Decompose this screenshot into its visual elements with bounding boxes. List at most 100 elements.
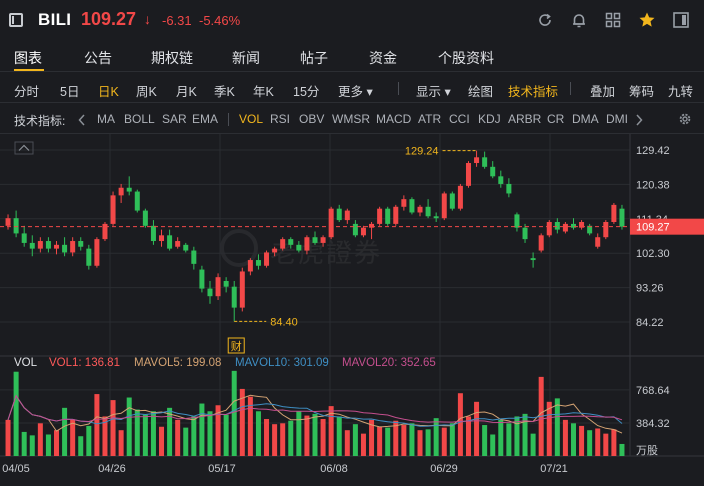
period-weekly[interactable]: 周K	[136, 85, 157, 99]
tab-news[interactable]: 新闻	[232, 50, 260, 66]
period-daily[interactable]: 日K	[98, 85, 119, 99]
indicator-kdj[interactable]: KDJ	[478, 112, 501, 126]
candle	[328, 208, 334, 238]
stock-symbol: BILI	[38, 10, 72, 29]
indicator-cci[interactable]: CCI	[449, 112, 470, 126]
indicators-button[interactable]: 技术指标	[508, 85, 559, 99]
earnings-badge[interactable]: 财	[227, 337, 245, 354]
candle	[272, 248, 278, 253]
candle	[150, 225, 156, 242]
tab-capital[interactable]: 资金	[369, 50, 397, 66]
volume-bar	[449, 423, 455, 456]
indicator-sar[interactable]: SAR	[162, 112, 187, 126]
candle	[223, 280, 229, 287]
period-15min[interactable]: 15分	[293, 85, 320, 99]
volume-bar	[344, 430, 350, 456]
indicator-rsi[interactable]: RSI	[270, 112, 291, 126]
overlay-button[interactable]: 叠加	[590, 85, 616, 99]
volume-bar	[150, 411, 156, 456]
tab-chart[interactable]: 图表	[14, 50, 42, 66]
candle	[546, 221, 552, 236]
volume-unit-label: 万股	[636, 444, 658, 457]
collapse-chart-button[interactable]	[14, 141, 34, 155]
divider	[398, 82, 399, 95]
indicator-ema[interactable]: EMA	[192, 112, 219, 126]
volume-bar	[37, 423, 43, 456]
tab-posts[interactable]: 帖子	[300, 50, 328, 66]
candle	[21, 233, 27, 243]
tab-announcements[interactable]: 公告	[84, 50, 112, 66]
candle	[70, 241, 76, 253]
indicator-ma[interactable]: MA	[97, 112, 115, 126]
volume-bar	[385, 427, 391, 456]
candle	[239, 271, 245, 308]
volume-bar	[134, 409, 140, 456]
candle	[377, 208, 383, 224]
candle	[385, 208, 391, 224]
period-intraday[interactable]: 分时	[14, 85, 40, 99]
back-icon[interactable]	[8, 12, 24, 28]
indicator-vol[interactable]: VOL	[239, 112, 264, 126]
indicator-wmsr[interactable]: WMSR	[332, 112, 370, 126]
period-5day[interactable]: 5日	[60, 85, 80, 99]
period-monthly[interactable]: 月K	[176, 85, 197, 99]
chevron-left-icon[interactable]	[78, 114, 86, 126]
candle	[603, 221, 609, 238]
volume-bar	[70, 419, 76, 456]
candle	[191, 250, 197, 264]
period-yearly[interactable]: 年K	[253, 85, 274, 99]
indicator-obv[interactable]: OBV	[299, 112, 325, 126]
volume-bar	[223, 414, 229, 456]
period-quarterly[interactable]: 季K	[214, 85, 235, 99]
candle	[13, 218, 19, 234]
indicator-dma[interactable]: DMA	[572, 112, 599, 126]
last-price-tag	[630, 218, 704, 235]
grid-icon[interactable]	[604, 11, 622, 29]
price-tick-label: 102.30	[636, 248, 670, 260]
price-axis: 129.42120.38111.34102.3093.2684.22109.27…	[630, 145, 704, 457]
candle	[401, 199, 407, 207]
volume-bar	[352, 424, 358, 456]
drawing-button[interactable]: 绘图	[468, 85, 494, 99]
volume-bar	[570, 423, 576, 456]
volume-bar	[587, 430, 593, 456]
candle	[110, 195, 116, 224]
candle	[94, 239, 100, 266]
bell-icon[interactable]	[570, 11, 588, 29]
display-dropdown[interactable]: 显示 ▾	[416, 85, 451, 99]
volume-bar	[62, 407, 68, 456]
settings-gear-icon[interactable]	[677, 111, 693, 127]
candle	[320, 237, 326, 243]
indicator-dmi[interactable]: DMI	[606, 112, 628, 126]
indicator-boll[interactable]: BOLL	[124, 112, 155, 126]
volume-bar	[619, 443, 625, 456]
candle	[425, 206, 431, 217]
mavol5-value: MAVOL5: 199.08	[134, 357, 222, 369]
td-sequential-button[interactable]: 九转	[668, 85, 694, 99]
indicator-macd[interactable]: MACD	[376, 112, 412, 126]
active-tab-underline	[14, 69, 44, 71]
last-price: 109.27	[81, 9, 137, 29]
candle	[562, 223, 568, 232]
chips-button[interactable]: 筹码	[629, 85, 655, 99]
chevron-right-icon[interactable]	[635, 114, 643, 126]
indicator-atr[interactable]: ATR	[418, 112, 442, 126]
indicator-cr[interactable]: CR	[547, 112, 565, 126]
volume-bar	[409, 423, 415, 456]
candle	[441, 193, 447, 219]
chart-grid	[0, 134, 704, 457]
tab-profile[interactable]: 个股资料	[438, 50, 494, 66]
period-more-dropdown[interactable]: 更多 ▾	[338, 85, 373, 99]
indicator-arbr[interactable]: ARBR	[508, 112, 542, 126]
tab-options[interactable]: 期权链	[151, 50, 193, 66]
volume-tick-label: 768.64	[636, 385, 670, 397]
volume-bar	[102, 416, 108, 456]
sidebar-toggle-icon[interactable]	[672, 11, 690, 29]
refresh-icon[interactable]	[536, 11, 554, 29]
candle	[62, 244, 68, 253]
candle	[449, 193, 455, 209]
vol1-value: VOL1: 136.81	[49, 357, 120, 369]
favorite-star-icon[interactable]	[638, 11, 656, 29]
candle	[175, 241, 181, 247]
